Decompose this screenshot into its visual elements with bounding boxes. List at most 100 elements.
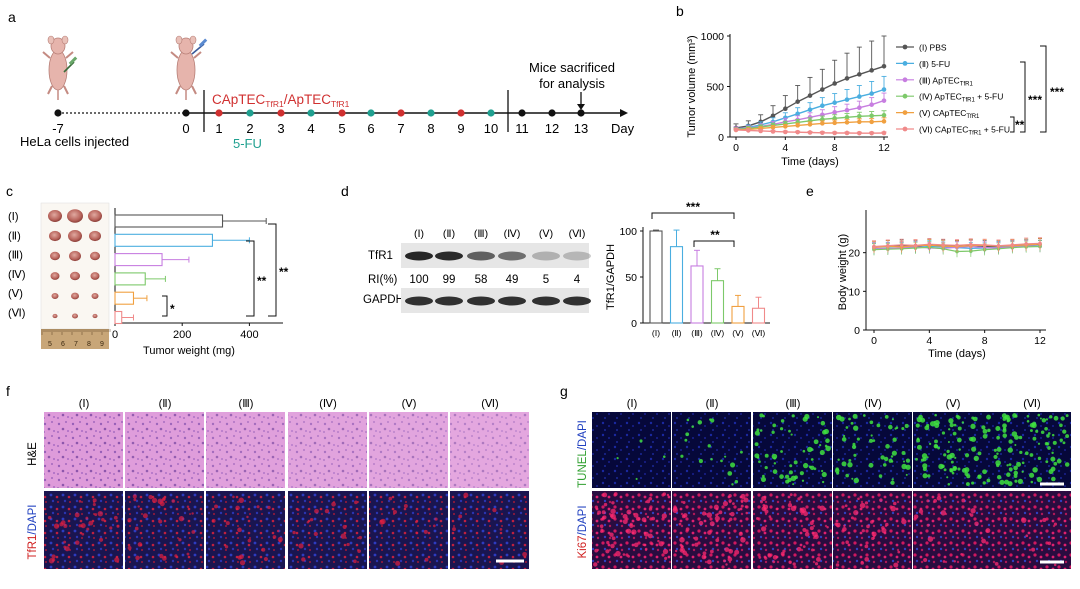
tunel-signal — [1014, 414, 1018, 418]
ki67-signal — [600, 518, 603, 521]
mouse-icon — [42, 35, 78, 100]
tfr1-signal — [186, 552, 190, 556]
tunel-signal — [999, 479, 1005, 485]
tunel-signal — [916, 444, 922, 450]
data-point — [807, 115, 813, 120]
tunel-signal — [1045, 418, 1049, 421]
tfr1-signal — [159, 501, 165, 507]
ki67-signal — [602, 515, 607, 520]
x-tick-label: 0 — [733, 142, 739, 154]
he-overlay — [125, 412, 204, 488]
tunel-signal — [1049, 415, 1053, 419]
tunel-signal — [764, 453, 769, 458]
ki67-signal — [1051, 536, 1055, 540]
ki67-signal — [1053, 563, 1057, 567]
data-point — [770, 113, 776, 119]
legend-name: (Ⅲ) ApTEC — [919, 75, 960, 85]
ki67-signal — [859, 502, 866, 509]
x-tick-label: 4 — [782, 142, 788, 154]
tfr1-signal — [158, 519, 163, 524]
ki67-signal — [857, 497, 860, 501]
tunel-signal — [1037, 413, 1041, 417]
tunel-signal — [731, 483, 734, 486]
ki67-signal — [611, 536, 616, 541]
ki67-signal — [768, 515, 772, 518]
tunel-signal — [1013, 470, 1019, 476]
data-point — [783, 129, 788, 135]
data-point — [857, 105, 862, 111]
panel-c: c 5 6 7 8 9 (Ⅰ) (Ⅱ) (Ⅲ) (Ⅳ) (Ⅴ) (Ⅵ) 0 200 400 Tumor … — [6, 183, 289, 357]
bar — [710, 280, 725, 324]
ki67-signal — [718, 510, 723, 515]
ri-value: 100 — [409, 274, 428, 286]
tunel-signal — [772, 469, 778, 474]
tunel-signal — [1044, 442, 1049, 446]
y-axis-title: Tumor volume (mm³) — [686, 35, 698, 137]
tunel-signal — [788, 429, 791, 433]
tunel-signal — [868, 438, 874, 443]
row-label-tunel-dapi: TUNEL/DAPI — [577, 420, 589, 488]
ki67-signal — [864, 544, 869, 549]
sig-bracket — [1010, 116, 1015, 133]
tunel-signal — [762, 414, 765, 418]
tfr1-signal — [313, 531, 318, 537]
tunel-signal — [1037, 442, 1041, 445]
sig-marker: ** — [257, 274, 267, 288]
tunel-signal — [901, 463, 907, 470]
ki67-signal — [758, 556, 762, 559]
timeline-dot — [577, 109, 585, 117]
tfr1-signal — [78, 524, 82, 528]
tunel-signal — [1047, 432, 1051, 435]
tunel-signal — [947, 483, 951, 486]
y-tick-label: 0 — [631, 318, 637, 330]
tfr1-signal — [161, 497, 166, 502]
tfr1-signal — [113, 515, 118, 520]
tunel-signal — [821, 469, 824, 473]
tunel-signal — [1030, 480, 1034, 484]
data-point — [899, 243, 904, 247]
ki67-signal — [661, 513, 667, 519]
legend-suffix: + 5-FU — [981, 125, 1010, 135]
tunel-signal — [1053, 415, 1059, 421]
tunel-signal — [996, 474, 1002, 480]
tunel-signal — [1046, 434, 1050, 438]
tunel-signal — [1032, 436, 1037, 441]
tfr1-signal — [434, 517, 438, 521]
ki67-signal — [706, 559, 712, 565]
tunel-signal — [891, 450, 897, 456]
tunel-signal — [792, 483, 795, 486]
ki67-signal — [879, 498, 883, 502]
x-tick-label: (Ⅲ) — [691, 328, 703, 338]
he-micrograph — [125, 412, 204, 488]
tunel-signal — [920, 417, 926, 423]
tumor-sample — [69, 250, 81, 262]
tunel-signal — [724, 455, 727, 458]
ki67-signal — [740, 499, 744, 503]
tunel-signal — [707, 444, 711, 448]
he-overlay — [44, 412, 123, 488]
tunel-signal — [788, 470, 793, 475]
data-point — [844, 76, 850, 81]
tunel-signal — [934, 439, 938, 444]
timeline-day-label: 10 — [484, 121, 498, 136]
tunel-signal — [710, 458, 713, 461]
tunel-signal — [845, 426, 849, 429]
tumor-photo-items — [48, 209, 102, 319]
tunel-signal — [937, 446, 940, 450]
data-point — [795, 123, 800, 128]
panel-label-f: f — [6, 383, 10, 399]
tunel-signal — [977, 451, 982, 456]
tfr1-signal — [63, 540, 67, 544]
ki67-signal — [631, 529, 637, 535]
data-point — [869, 91, 874, 96]
sig-bracket — [1040, 45, 1047, 133]
tunel-signal — [948, 418, 954, 424]
timeline-day-label: 0 — [182, 121, 189, 136]
group-label: (Ⅳ) — [504, 228, 521, 240]
blot-band-gapdh — [467, 296, 495, 306]
data-point — [1038, 241, 1042, 246]
ki67-signal — [936, 495, 942, 501]
tunel-signal — [754, 430, 760, 436]
tfr1-signal — [267, 505, 271, 510]
ki67-signal — [679, 547, 685, 553]
